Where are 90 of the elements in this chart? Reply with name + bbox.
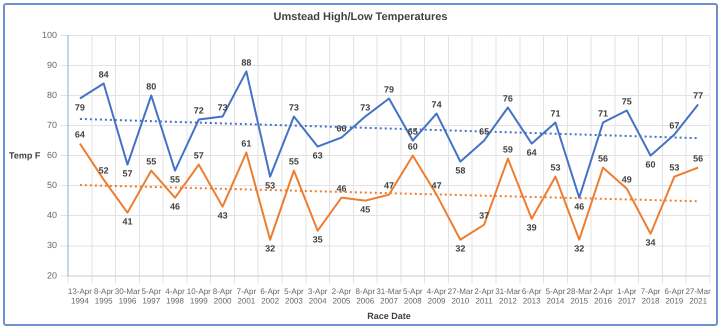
x-tick-label: 31-Mar 2012: [495, 286, 521, 306]
x-tick-label: 5-Apr 2003: [284, 286, 304, 306]
data-label: 58: [455, 166, 466, 176]
data-label: 71: [598, 108, 608, 119]
data-label: 79: [74, 102, 85, 113]
data-label: 59: [502, 144, 513, 155]
data-label: 55: [146, 156, 156, 167]
x-tick-label: 1-Apr 2017: [617, 286, 637, 306]
y-tick-label: 90: [47, 60, 58, 70]
data-label: 77: [693, 90, 704, 101]
y-tick-label: 40: [47, 210, 58, 220]
y-tick-label: 100: [42, 30, 58, 40]
data-label: 32: [574, 244, 584, 254]
x-tick-label: 5-Apr 1997: [141, 286, 162, 306]
data-label: 52: [98, 166, 109, 176]
x-tick-label: 5-Apr 2008: [403, 286, 423, 306]
data-label: 67: [669, 120, 680, 131]
data-label: 64: [74, 130, 85, 140]
x-tick-label: 27-Mar 2021: [685, 286, 712, 306]
x-tick-label: 8-Apr 2006: [355, 286, 376, 306]
x-tick-label: 4-Apr 2009: [426, 286, 447, 306]
data-label: 60: [408, 142, 418, 152]
x-tick-label: 28-Mar 2015: [566, 286, 592, 306]
data-label: 74: [432, 100, 442, 110]
y-tick-label: 80: [47, 90, 58, 100]
data-label: 57: [194, 150, 204, 161]
x-tick-label: 5-Apr 2014: [546, 286, 566, 306]
data-label: 53: [669, 162, 680, 173]
x-axis-title: Race Date: [367, 311, 411, 321]
data-label: 32: [455, 244, 466, 254]
data-label: 47: [384, 180, 394, 191]
data-label: 84: [98, 69, 109, 80]
x-tick-label: 4-Apr 1998: [165, 286, 186, 306]
data-label: 88: [241, 57, 252, 68]
x-tick-label: 2-Apr 2005: [332, 286, 352, 306]
data-label: 41: [122, 216, 132, 227]
data-label: 75: [622, 96, 632, 107]
data-label: 65: [479, 126, 490, 137]
y-tick-label: 50: [47, 180, 58, 190]
x-tick-label: 27-Mar 2010: [448, 286, 474, 306]
x-tick-label: 31-Mar 2007: [376, 286, 402, 306]
data-label: 39: [526, 222, 537, 233]
data-label: 57: [122, 168, 132, 179]
data-label: 35: [312, 234, 323, 245]
chart-title: Umstead High/Low Temperatures: [272, 11, 448, 23]
data-label: 47: [432, 180, 442, 191]
data-label: 66: [336, 124, 346, 134]
data-label: 61: [241, 138, 252, 149]
data-label: 71: [550, 108, 560, 119]
data-label: 63: [312, 150, 323, 161]
data-label: 49: [622, 174, 632, 185]
data-label: 53: [550, 162, 560, 173]
y-tick-label: 60: [47, 150, 58, 160]
x-tick-label: 13-Apr 1994: [68, 286, 92, 306]
y-tick-label: 70: [47, 120, 58, 130]
x-tick-label: 3-Apr 2004: [308, 286, 328, 306]
data-label: 45: [360, 204, 370, 215]
y-tick-label: 30: [47, 240, 58, 250]
x-tick-label: 30-Mar 1996: [114, 286, 140, 306]
x-tick-label: 6-Apr 2013: [522, 286, 542, 306]
x-tick-label: 2-Apr 2011: [474, 286, 494, 306]
data-label: 46: [574, 202, 584, 212]
x-tick-label: 8-Apr 1995: [94, 286, 114, 306]
x-tick-label: 7-Apr 2018: [640, 286, 661, 306]
x-tick-label: 8-Apr 2000: [212, 286, 233, 306]
data-label: 32: [265, 244, 276, 254]
data-label: 55: [288, 156, 299, 167]
y-axis-title: Temp F: [9, 150, 41, 161]
data-label: 72: [194, 106, 204, 116]
data-label: 64: [526, 148, 537, 158]
data-label: 43: [218, 210, 228, 221]
data-label: 46: [336, 184, 346, 194]
data-label: 73: [288, 102, 299, 113]
data-label: 56: [693, 154, 704, 164]
x-tick-label: 6-Apr 2002: [260, 286, 280, 306]
data-label: 46: [170, 202, 180, 212]
data-label: 53: [265, 180, 276, 191]
x-tick-label: 6-Apr 2019: [664, 286, 684, 306]
y-tick-label: 20: [47, 270, 58, 280]
data-label: 56: [598, 154, 608, 164]
data-label: 34: [646, 238, 656, 248]
x-tick-label: 7-Apr 2001: [236, 286, 256, 306]
x-tick-label: 2-Apr 2016: [593, 286, 614, 306]
data-label: 76: [502, 94, 513, 104]
x-tick-label: 10-Apr 1999: [186, 286, 212, 306]
data-label: 79: [384, 84, 394, 95]
data-label: 80: [146, 82, 156, 92]
data-label: 55: [170, 174, 180, 185]
data-label: 60: [646, 160, 656, 170]
data-label: 73: [360, 102, 370, 113]
